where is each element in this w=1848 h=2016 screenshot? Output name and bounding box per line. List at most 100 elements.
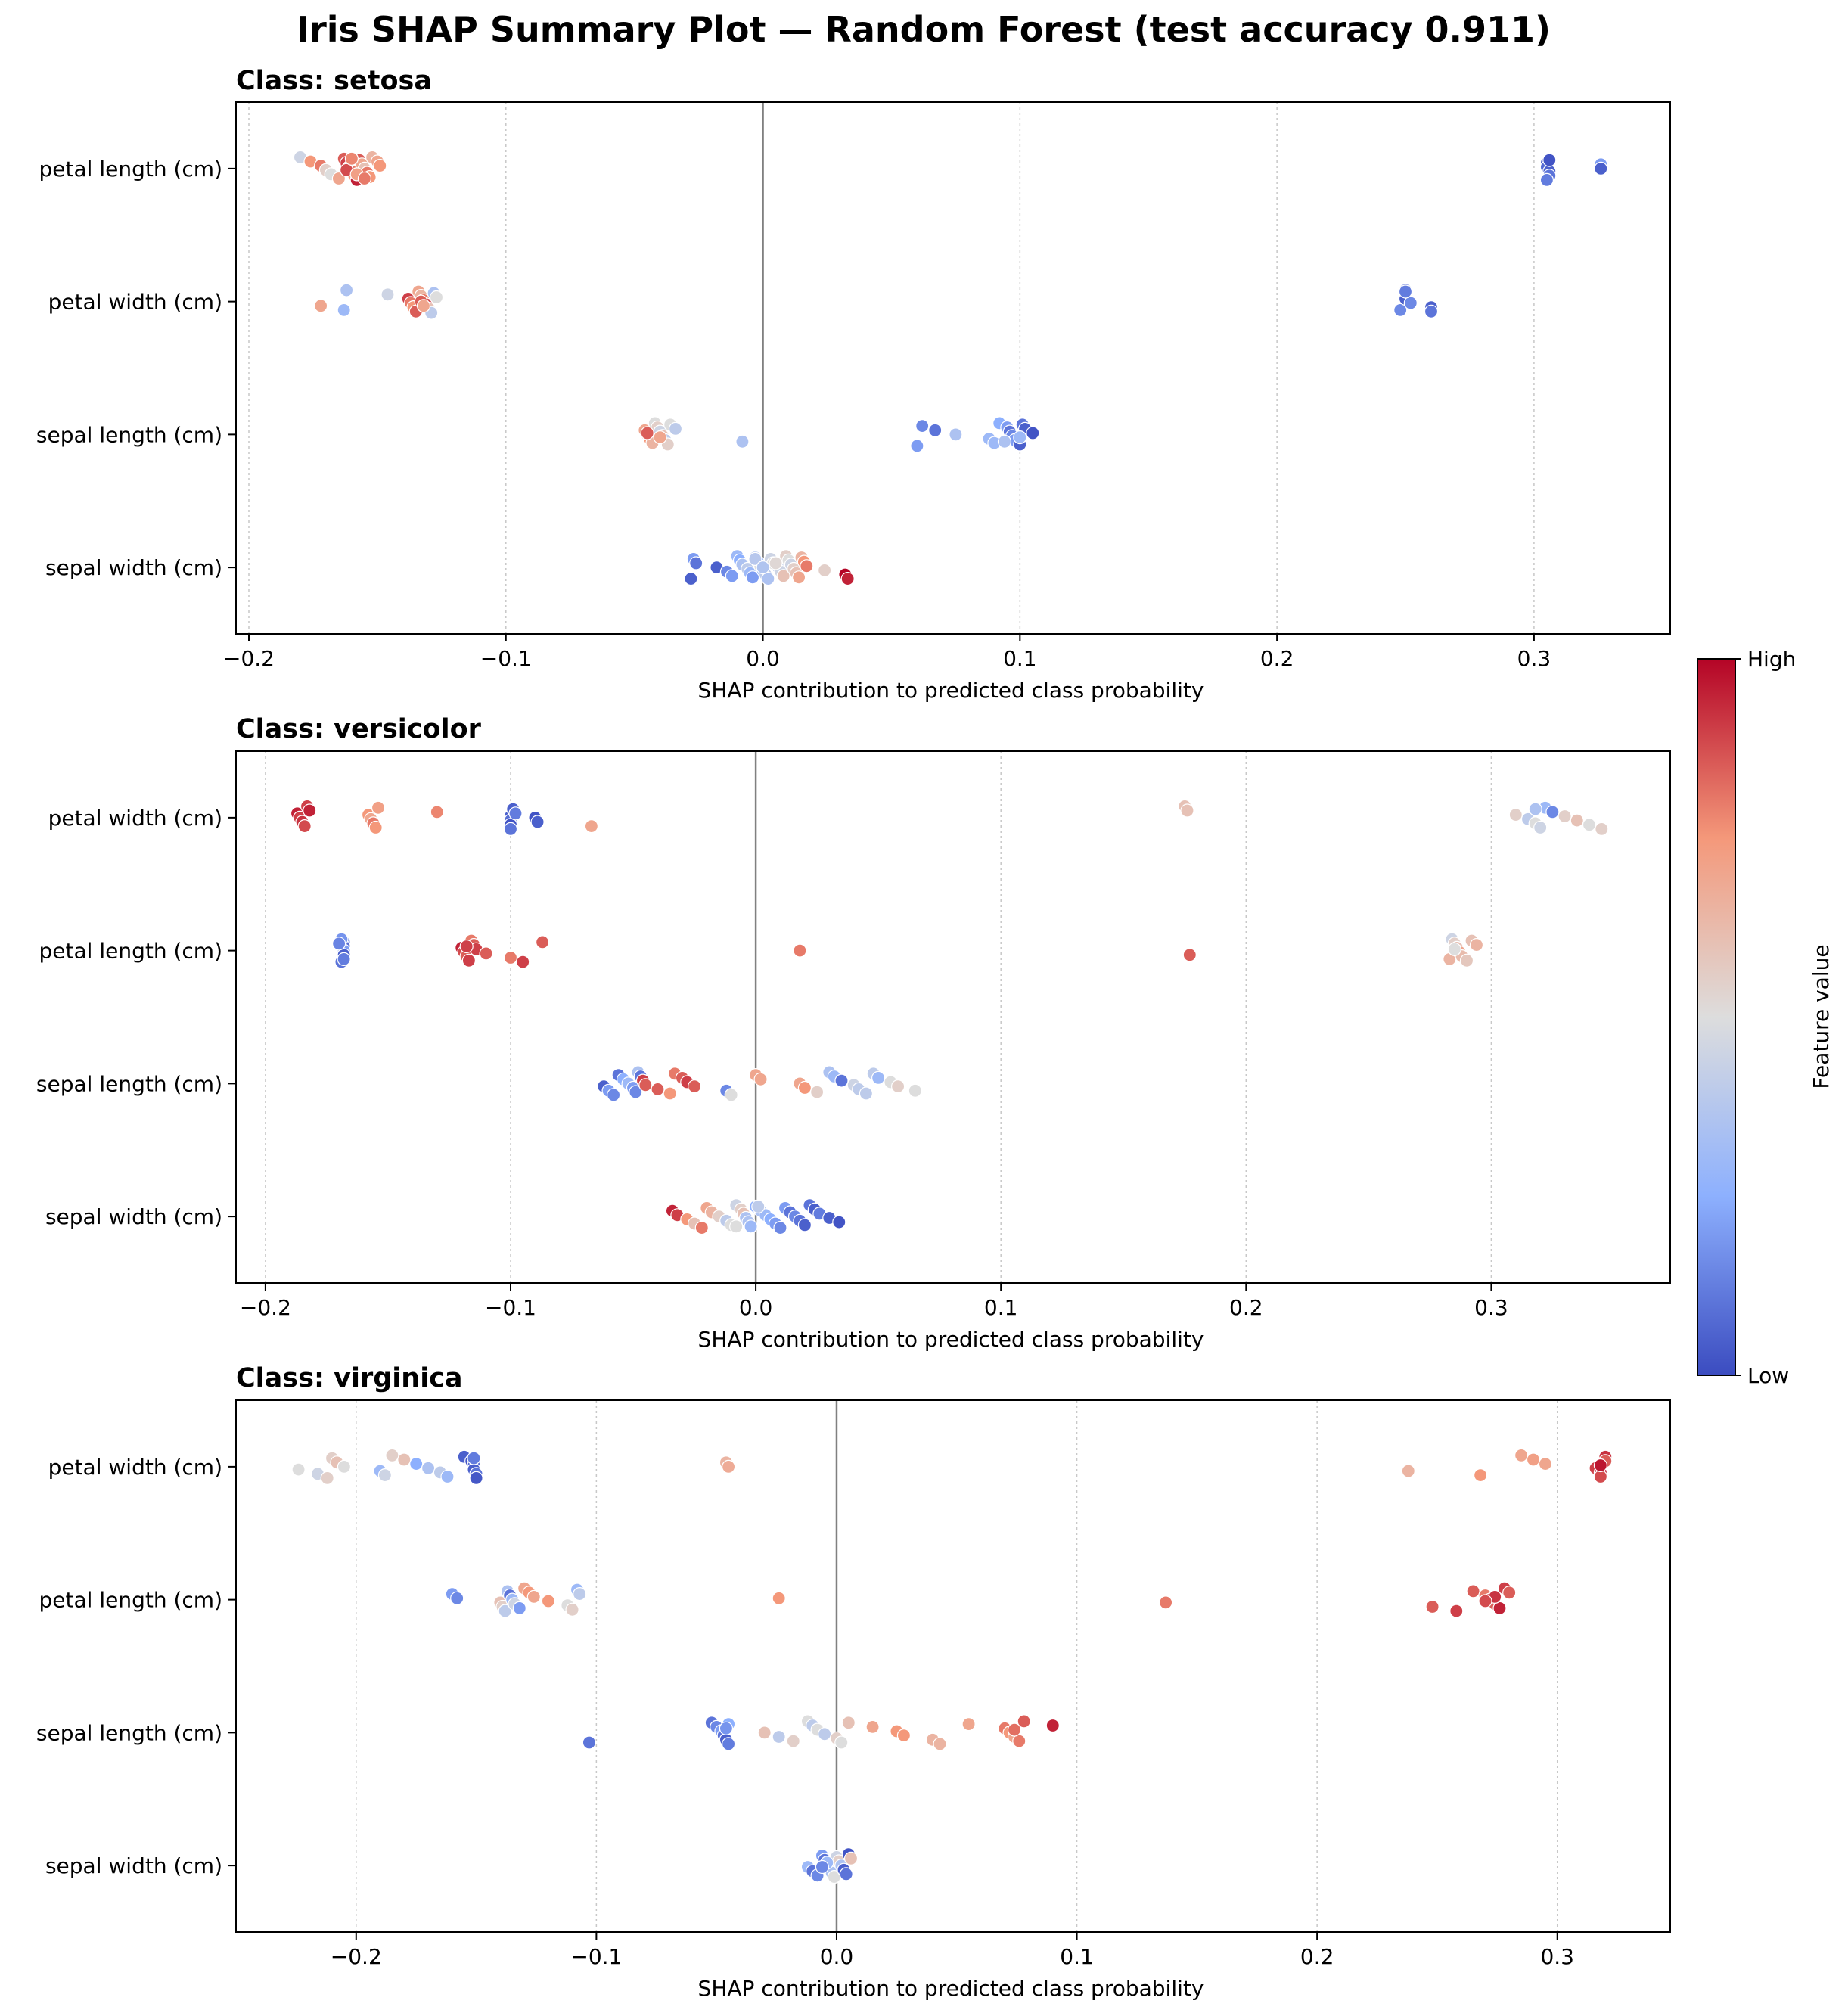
data-point — [1007, 1722, 1022, 1737]
data-point — [467, 1451, 481, 1465]
data-point — [337, 952, 351, 967]
data-point — [1528, 802, 1542, 816]
y-tick-label: petal length (cm) — [39, 939, 222, 964]
x-tick-label: 0.1 — [1003, 646, 1037, 671]
panel-title: Class: setosa — [236, 66, 432, 96]
data-point — [1449, 1604, 1464, 1618]
data-point — [663, 1086, 677, 1101]
panel-title: Class: versicolor — [236, 714, 482, 744]
data-point — [429, 290, 444, 305]
axes-frame — [235, 101, 1671, 635]
data-point — [651, 1082, 665, 1097]
x-tick-label: −0.2 — [223, 646, 275, 671]
data-point — [397, 1452, 412, 1467]
data-point — [409, 1456, 424, 1471]
data-point — [997, 434, 1012, 449]
data-point — [1582, 818, 1597, 832]
data-point — [859, 1086, 874, 1101]
data-point — [1013, 430, 1027, 445]
data-point — [1558, 809, 1572, 824]
data-point — [357, 171, 371, 186]
data-point — [1158, 1595, 1173, 1610]
data-point — [1045, 1718, 1060, 1733]
x-axis-label: SHAP contribution to predicted class pro… — [698, 1976, 1204, 2001]
y-tick-label: sepal width (cm) — [45, 555, 222, 580]
data-point — [469, 1471, 483, 1486]
data-point — [303, 803, 317, 818]
data-point — [834, 1735, 849, 1750]
data-point — [516, 955, 530, 969]
data-point — [817, 1727, 832, 1741]
x-tick-label: 0.3 — [1540, 1944, 1574, 1969]
data-point — [344, 151, 359, 166]
data-point — [1425, 1599, 1440, 1614]
colorbar-gradient — [1697, 658, 1736, 1376]
x-tick-label: 0.0 — [746, 646, 780, 671]
data-point — [332, 937, 346, 951]
data-point — [756, 560, 770, 575]
data-point — [725, 569, 739, 583]
x-axis-label: SHAP contribution to predicted class pro… — [698, 1327, 1204, 1352]
data-point — [582, 1735, 597, 1750]
data-point — [1393, 303, 1408, 317]
y-tick-label: sepal length (cm) — [36, 1071, 222, 1096]
data-point — [461, 953, 477, 968]
data-point — [1182, 948, 1197, 962]
data-point — [498, 1604, 512, 1618]
data-point — [791, 570, 806, 585]
data-point — [1542, 153, 1557, 167]
data-point — [1026, 426, 1040, 440]
y-tick-label: petal length (cm) — [39, 1588, 222, 1613]
data-point — [526, 1589, 541, 1604]
data-point — [840, 571, 855, 586]
x-tick-label: 0.2 — [1260, 646, 1294, 671]
data-point — [745, 570, 760, 585]
data-point — [933, 1737, 947, 1751]
data-point — [751, 1199, 766, 1214]
data-point — [687, 1079, 702, 1094]
data-point — [1538, 1456, 1553, 1471]
versicolor-panel: Class: versicolor SHAP contribution to p… — [36, 714, 1671, 1352]
data-point — [797, 1218, 812, 1232]
x-tick-label: 0.1 — [984, 1295, 1018, 1320]
data-point — [841, 1716, 856, 1730]
x-axis-label: SHAP contribution to predicted class pro… — [698, 678, 1204, 703]
y-tick-label: petal width (cm) — [48, 290, 222, 315]
data-point — [573, 1587, 587, 1601]
data-point — [640, 426, 654, 440]
data-point — [503, 822, 518, 837]
data-point — [871, 1070, 886, 1086]
x-tick-label: −0.1 — [570, 1944, 622, 1969]
data-point — [757, 1726, 772, 1740]
data-point — [584, 819, 599, 834]
data-point — [753, 1072, 768, 1086]
data-point — [1398, 284, 1413, 299]
figure-title: Iris SHAP Summary Plot — Random Forest (… — [297, 9, 1551, 50]
data-point — [606, 1088, 621, 1102]
data-point — [1469, 937, 1484, 952]
data-point — [373, 159, 387, 173]
data-point — [629, 1085, 643, 1099]
data-point — [773, 1220, 787, 1235]
panel-title: Class: virginica — [236, 1363, 463, 1393]
data-point — [772, 1591, 786, 1605]
axes-frame — [235, 1399, 1671, 1933]
x-tick-label: 0.0 — [739, 1295, 773, 1320]
data-point — [908, 1083, 922, 1098]
data-point — [535, 935, 550, 949]
data-point — [638, 1078, 653, 1092]
data-point — [1447, 942, 1461, 956]
data-point — [817, 563, 832, 578]
data-point — [815, 1859, 830, 1875]
x-tick-label: 0.1 — [1060, 1944, 1094, 1969]
data-point — [1514, 1448, 1529, 1463]
data-point — [772, 1729, 786, 1744]
data-point — [949, 427, 963, 442]
data-point — [1403, 296, 1418, 310]
data-point — [776, 569, 790, 583]
data-point — [769, 556, 783, 570]
data-point — [961, 1717, 976, 1732]
data-point — [430, 805, 444, 819]
data-point — [800, 559, 814, 573]
